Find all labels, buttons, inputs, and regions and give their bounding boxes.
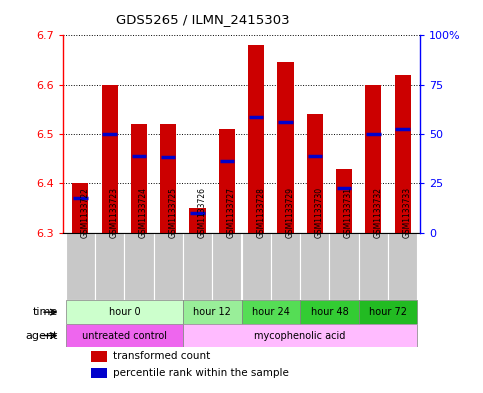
Bar <box>336 169 352 233</box>
Bar <box>212 233 242 301</box>
Bar <box>300 301 359 324</box>
Text: GSM1133731: GSM1133731 <box>344 187 353 238</box>
Bar <box>388 233 417 301</box>
Bar <box>242 301 300 324</box>
Text: agent: agent <box>26 331 58 341</box>
Bar <box>183 301 242 324</box>
Text: transformed count: transformed count <box>113 351 210 361</box>
Bar <box>271 233 300 301</box>
Bar <box>124 233 154 301</box>
Text: GSM1133733: GSM1133733 <box>403 187 412 238</box>
Text: GSM1133732: GSM1133732 <box>373 187 383 238</box>
Bar <box>300 233 329 301</box>
Bar <box>359 301 417 324</box>
Bar <box>91 351 108 362</box>
Bar <box>91 367 108 378</box>
Text: hour 24: hour 24 <box>252 307 290 317</box>
Bar <box>307 114 323 233</box>
Text: GSM1133730: GSM1133730 <box>315 187 324 238</box>
Bar <box>219 129 235 233</box>
Bar <box>183 233 212 301</box>
Text: hour 48: hour 48 <box>311 307 348 317</box>
Bar <box>154 233 183 301</box>
Bar <box>183 324 417 347</box>
Bar <box>66 301 183 324</box>
Text: GSM1133726: GSM1133726 <box>198 187 207 238</box>
Text: untreated control: untreated control <box>82 331 167 341</box>
Text: GSM1133723: GSM1133723 <box>110 187 119 238</box>
Text: hour 12: hour 12 <box>193 307 231 317</box>
Text: hour 0: hour 0 <box>109 307 140 317</box>
Bar <box>329 233 359 301</box>
Bar <box>95 233 124 301</box>
Text: GSM1133724: GSM1133724 <box>139 187 148 238</box>
Text: percentile rank within the sample: percentile rank within the sample <box>113 368 289 378</box>
Bar <box>66 324 183 347</box>
Text: hour 72: hour 72 <box>369 307 407 317</box>
Text: GSM1133729: GSM1133729 <box>285 187 295 238</box>
Text: mycophenolic acid: mycophenolic acid <box>255 331 346 341</box>
Bar <box>242 233 271 301</box>
Bar <box>359 233 388 301</box>
Bar <box>277 62 294 233</box>
Bar <box>395 75 411 233</box>
Text: GSM1133728: GSM1133728 <box>256 187 265 238</box>
Bar <box>160 124 176 233</box>
Text: GSM1133722: GSM1133722 <box>80 187 89 238</box>
Bar <box>365 84 382 233</box>
Bar <box>189 208 206 233</box>
Bar <box>72 183 88 233</box>
Bar <box>131 124 147 233</box>
Bar <box>66 233 95 301</box>
Bar <box>101 84 118 233</box>
Text: GDS5265 / ILMN_2415303: GDS5265 / ILMN_2415303 <box>116 13 290 26</box>
Text: GSM1133725: GSM1133725 <box>168 187 177 238</box>
Bar <box>248 45 264 233</box>
Text: time: time <box>33 307 58 317</box>
Text: GSM1133727: GSM1133727 <box>227 187 236 238</box>
